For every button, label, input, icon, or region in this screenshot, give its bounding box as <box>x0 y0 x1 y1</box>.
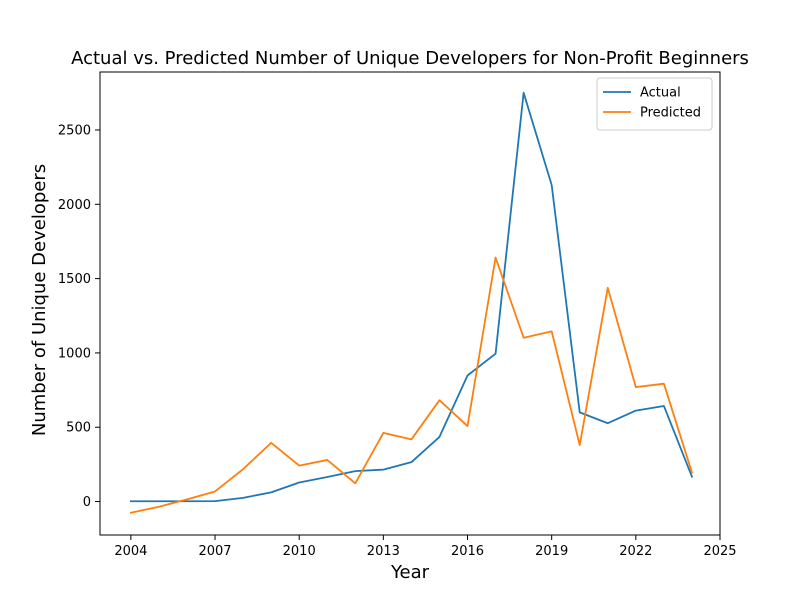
y-tick-label: 1000 <box>58 346 91 361</box>
legend-label-predicted: Predicted <box>640 106 701 121</box>
chart-title: Actual vs. Predicted Number of Unique De… <box>71 48 749 69</box>
legend-label-actual: Actual <box>640 86 681 101</box>
y-tick-label: 2000 <box>58 198 91 213</box>
x-tick-label: 2010 <box>283 544 316 559</box>
series-line-predicted <box>129 256 694 514</box>
x-tick-label: 2016 <box>451 544 484 559</box>
x-tick-label: 2022 <box>619 544 652 559</box>
x-tick-label: 2004 <box>114 544 147 559</box>
x-tick-label: 2025 <box>703 544 736 559</box>
x-tick-label: 2019 <box>535 544 568 559</box>
plot-area: 2004 2007 2010 2013 2016 2019 2022 2025 0 500 1000… <box>58 71 737 559</box>
x-tick-label: 2007 <box>198 544 231 559</box>
y-tick-label: 2500 <box>58 123 91 138</box>
plot-frame <box>99 71 721 536</box>
series-line-actual <box>129 91 694 503</box>
x-axis-title: Year <box>390 562 430 583</box>
legend: Actual Predicted <box>596 77 713 131</box>
y-tick-label: 500 <box>66 421 91 436</box>
y-tick-label: 1500 <box>58 272 91 287</box>
legend-box <box>596 77 713 131</box>
y-tick-label: 0 <box>83 495 91 510</box>
y-axis-title: Number of Unique Developers <box>29 164 50 436</box>
x-tick-label: 2013 <box>367 544 400 559</box>
